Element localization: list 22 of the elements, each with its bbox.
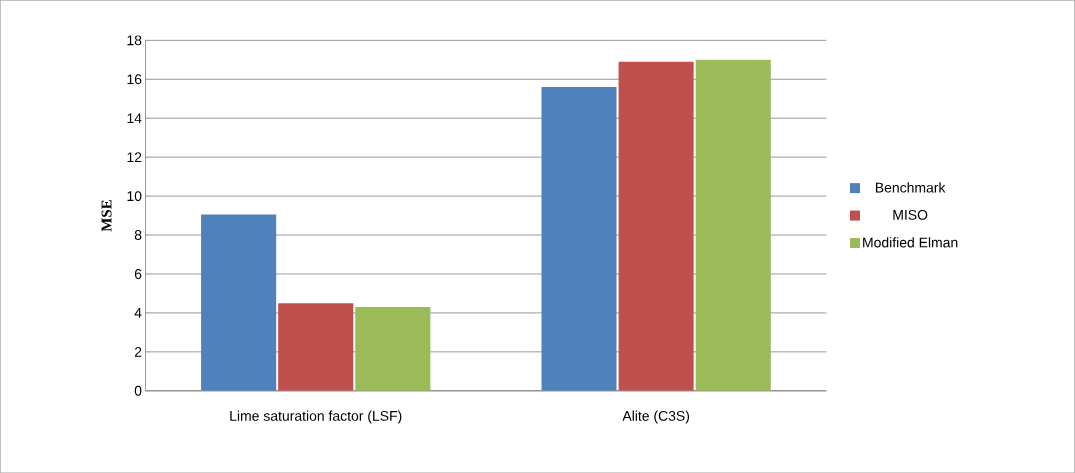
y-tick-label: 8: [134, 229, 142, 240]
x-tick-label: Lime saturation factor (LSF): [230, 410, 402, 424]
y-tick-label: 6: [134, 268, 142, 279]
y-tick-label: 14: [127, 113, 142, 123]
legend-label: Modified Elman: [863, 237, 958, 248]
y-tick-label: 12: [127, 152, 142, 162]
y-axis-title: MSE: [101, 200, 112, 232]
bar: [695, 59, 771, 391]
legend-label: MISO: [893, 209, 928, 220]
bar: [541, 86, 617, 391]
y-tick-label: 10: [127, 191, 142, 201]
bar: [355, 306, 431, 391]
legend-label: Benchmark: [875, 182, 946, 193]
y-tick-label: 4: [134, 308, 142, 318]
bar: [278, 303, 354, 391]
bar: [201, 214, 277, 391]
y-tick-label: 16: [127, 74, 142, 85]
y-tick-label: 18: [127, 35, 142, 46]
y-tick-label: 0: [134, 385, 142, 396]
y-tick-label: 2: [134, 346, 142, 357]
bar: [618, 61, 694, 391]
x-tick-label: Alite (C3S): [622, 410, 690, 424]
